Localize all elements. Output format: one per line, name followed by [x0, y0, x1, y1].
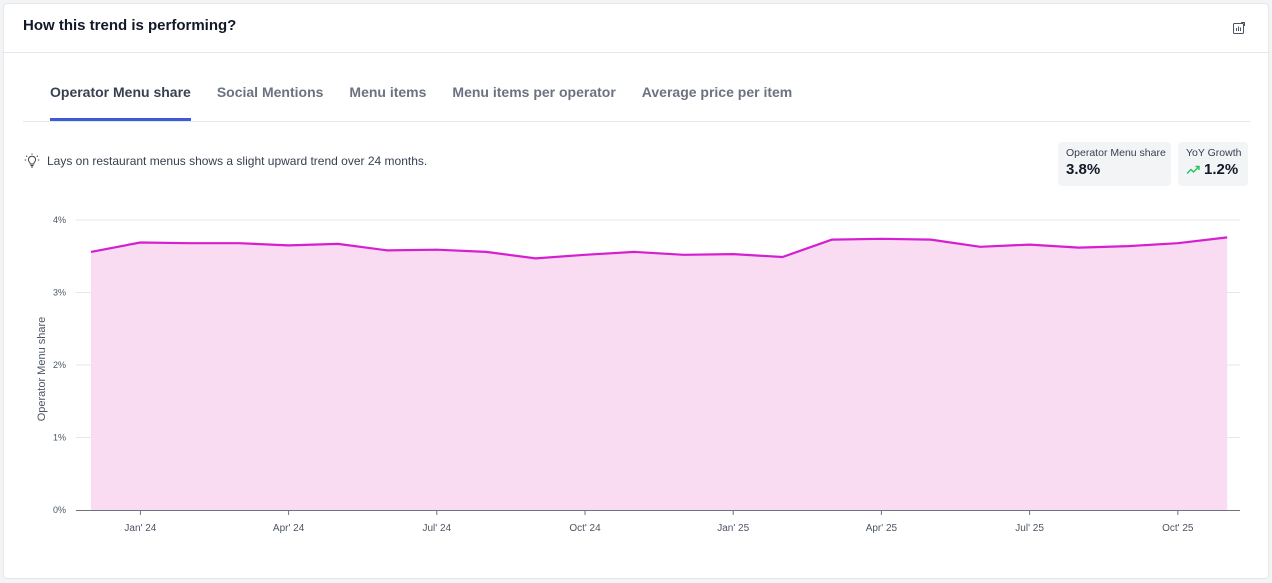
tab-menu-items[interactable]: Menu items: [349, 84, 427, 100]
x-tick-label: Apr' 25: [866, 523, 898, 534]
y-tick-label: 3%: [53, 288, 66, 298]
insight-row: Lays on restaurant menus shows a slight …: [24, 153, 427, 169]
y-axis-label: Operator Menu share: [36, 317, 48, 422]
y-tick-label: 4%: [53, 215, 66, 225]
y-tick-label: 1%: [53, 433, 66, 443]
y-tick-label: 0%: [53, 505, 66, 515]
tab-operator-menu-share[interactable]: Operator Menu share: [50, 74, 191, 121]
x-tick-label: Jan' 24: [124, 523, 156, 534]
trend-up-icon: [1186, 165, 1200, 175]
x-tick-label: Apr' 24: [273, 523, 305, 534]
stat-yoy-value-row: 1.2%: [1186, 161, 1240, 178]
tab-bar: Operator Menu share Social Mentions Menu…: [23, 74, 1250, 122]
chart-export-icon[interactable]: [1232, 21, 1246, 35]
stat-operator-menu-share: Operator Menu share 3.8%: [1058, 142, 1171, 186]
tab-menu-items-per-operator[interactable]: Menu items per operator: [452, 84, 616, 100]
x-tick-label: Jan' 25: [717, 523, 749, 534]
stat-yoy-label: YoY Growth: [1186, 147, 1242, 159]
card-title: How this trend is performing?: [23, 17, 237, 34]
area-fill: [91, 237, 1228, 510]
x-tick-label: Jul' 24: [423, 523, 452, 534]
trend-performance-card: How this trend is performing? Operator M…: [3, 3, 1269, 579]
x-tick-label: Oct' 25: [1162, 523, 1194, 534]
y-tick-label: 2%: [53, 360, 66, 370]
stat-yoy-growth: YoY Growth 1.2%: [1178, 142, 1248, 186]
stat-share-value: 3.8%: [1066, 161, 1101, 178]
x-tick-label: Oct' 24: [569, 523, 601, 534]
tab-social-mentions[interactable]: Social Mentions: [216, 84, 324, 100]
insight-text: Lays on restaurant menus shows a slight …: [47, 154, 428, 168]
card-header: How this trend is performing?: [4, 4, 1268, 53]
tab-average-price-per-item[interactable]: Average price per item: [641, 84, 793, 100]
series-line: [90, 236, 1228, 260]
x-tick-label: Jul' 25: [1015, 523, 1044, 534]
stat-yoy-value: 1.2%: [1204, 161, 1239, 178]
lightbulb-icon: [24, 153, 40, 168]
stat-share-label: Operator Menu share: [1066, 147, 1166, 159]
share-area-chart: 0% 1% 2% 3% 4% Jan' 24 Apr' 24 Jul' 24 Oct' 24 Ja…: [36, 215, 1240, 534]
